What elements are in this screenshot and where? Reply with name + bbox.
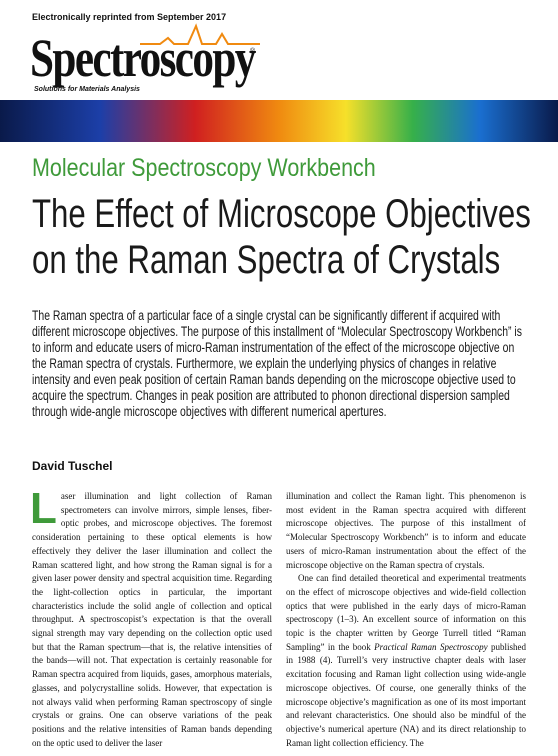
text: aser illumination and light collection o… bbox=[32, 491, 272, 748]
text: published in 1988 (4). Turrell’s very in… bbox=[286, 641, 526, 748]
tagline: Solutions for Materials Analysis bbox=[34, 86, 140, 93]
book-title: Practical Raman Spectroscopy bbox=[374, 641, 488, 652]
column: illumination and collect the Raman light… bbox=[286, 490, 526, 752]
reprint-note: Electronically reprinted from September … bbox=[32, 12, 227, 22]
title-line: The Effect of Microscope Objectives bbox=[32, 192, 531, 236]
banner bbox=[0, 100, 558, 142]
section-heading: Molecular Spectroscopy Workbench bbox=[32, 154, 376, 182]
logo: Spectroscopy bbox=[30, 28, 256, 88]
drop-cap: L bbox=[32, 490, 57, 533]
author: David Tuschel bbox=[32, 459, 113, 473]
paragraph: One can find detailed theoretical and ex… bbox=[286, 572, 526, 750]
text: One can find detailed theoretical and ex… bbox=[286, 573, 526, 652]
spectrum-line bbox=[140, 23, 260, 45]
abstract: The Raman spectra of a particular face o… bbox=[32, 308, 522, 419]
registered-mark: ® bbox=[250, 48, 256, 55]
title-line: on the Raman Spectra of Crystals bbox=[32, 238, 501, 282]
paragraph: illumination and collect the Raman light… bbox=[286, 491, 526, 570]
